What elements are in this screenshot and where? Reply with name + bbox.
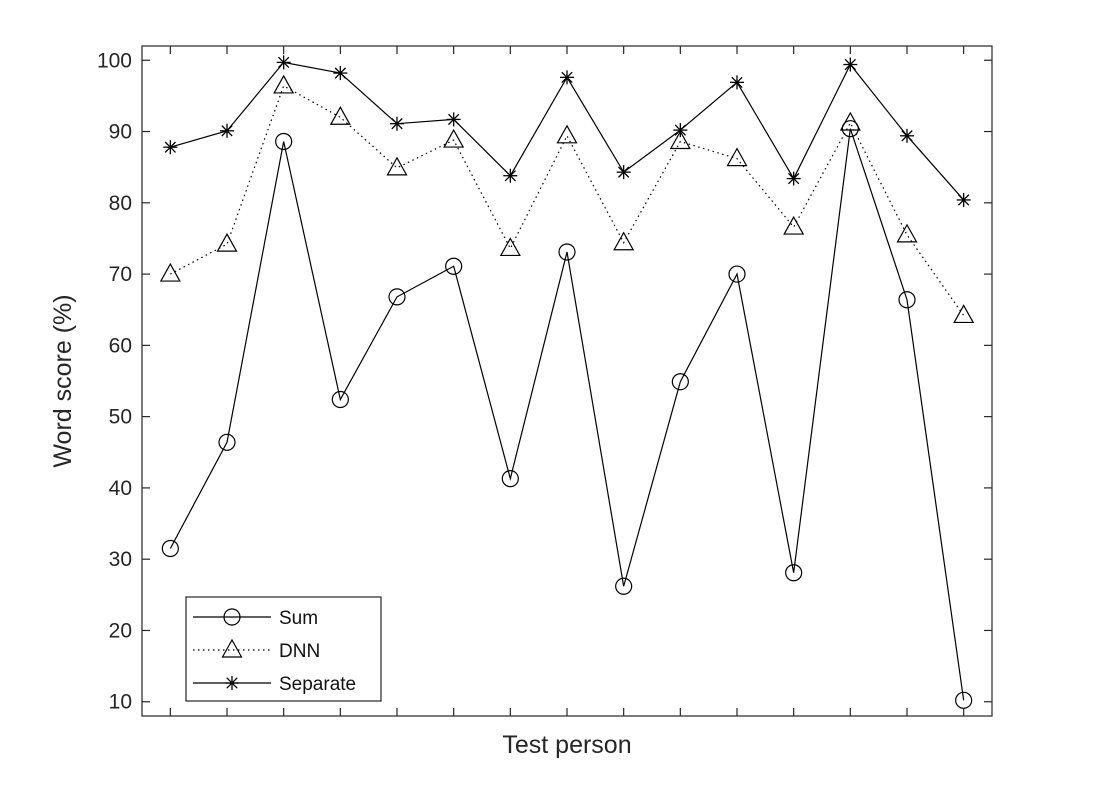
y-tick-label: 20 (109, 619, 132, 642)
data-point-separate (730, 75, 744, 90)
y-tick-label: 10 (109, 691, 132, 714)
data-point-sum (785, 564, 803, 582)
legend-label-sum: Sum (279, 608, 318, 629)
data-point-dnn (329, 106, 351, 125)
y-tick-label: 50 (109, 406, 132, 429)
data-point-separate (390, 116, 404, 131)
data-point-dnn (839, 111, 861, 131)
series-dnn (159, 74, 975, 324)
data-point-dnn (443, 128, 465, 148)
x-axis-ticks (169, 46, 965, 716)
data-point-dnn (783, 215, 805, 235)
data-point-sum (218, 433, 236, 451)
data-point-sum (445, 257, 463, 275)
data-point-dnn (726, 147, 748, 167)
y-axis-title: Word score (%) (49, 294, 77, 467)
legend-label-dnn: DNN (279, 641, 320, 662)
series-layer (159, 55, 975, 709)
y-axis-ticks: 10 20 30 40 50 60 70 80 90 100 (97, 49, 992, 714)
data-point-sum (501, 470, 519, 488)
x-axis-title: Test person (502, 731, 631, 759)
y-tick-label: 60 (109, 334, 132, 357)
data-point-separate (900, 128, 914, 143)
data-point-sum (275, 132, 293, 151)
data-point-separate (276, 55, 291, 70)
data-point-sum (331, 390, 349, 409)
data-point-separate (673, 123, 688, 138)
series-sum (161, 120, 973, 709)
data-point-sum (558, 243, 576, 261)
data-point-sum (615, 577, 633, 595)
series-line-sum (169, 128, 965, 701)
data-point-dnn (499, 237, 521, 257)
legend-label-separate: Separate (279, 674, 356, 695)
data-point-sum (898, 291, 916, 309)
data-point-sum (841, 120, 859, 138)
data-point-separate (503, 168, 518, 183)
y-tick-label: 70 (109, 263, 132, 286)
y-tick-label: 90 (109, 121, 132, 144)
legend-marker-sum (223, 608, 241, 626)
data-point-separate (786, 171, 801, 186)
data-point-sum (728, 265, 746, 283)
legend-marker-dnn (221, 638, 243, 658)
data-point-separate (956, 192, 971, 207)
data-point-separate (446, 112, 461, 127)
data-point-separate (333, 66, 348, 81)
data-point-dnn (669, 130, 691, 150)
legend-marker-separate (225, 676, 239, 690)
data-point-separate (843, 57, 858, 72)
data-point-dnn (216, 232, 238, 252)
y-tick-label: 100 (97, 49, 132, 72)
data-point-dnn (273, 74, 295, 94)
data-point-separate (616, 165, 631, 180)
data-point-sum (388, 288, 406, 306)
series-separate (163, 55, 971, 207)
data-point-sum (671, 373, 689, 391)
data-point-dnn (953, 304, 975, 324)
legend-box (185, 596, 382, 702)
data-point-dnn (613, 231, 635, 251)
y-tick-label: 30 (109, 548, 132, 571)
data-point-dnn (159, 262, 181, 282)
data-point-separate (220, 123, 234, 138)
legend: Sum DNN Separate (185, 596, 382, 702)
data-point-dnn (896, 223, 918, 243)
data-point-separate (163, 140, 178, 155)
data-point-sum (161, 539, 179, 558)
data-point-dnn (386, 156, 408, 176)
y-tick-label: 40 (109, 477, 132, 500)
data-point-sum (955, 691, 973, 709)
data-point-dnn (556, 124, 578, 144)
data-point-separate (560, 70, 574, 85)
y-tick-label: 80 (109, 192, 132, 215)
